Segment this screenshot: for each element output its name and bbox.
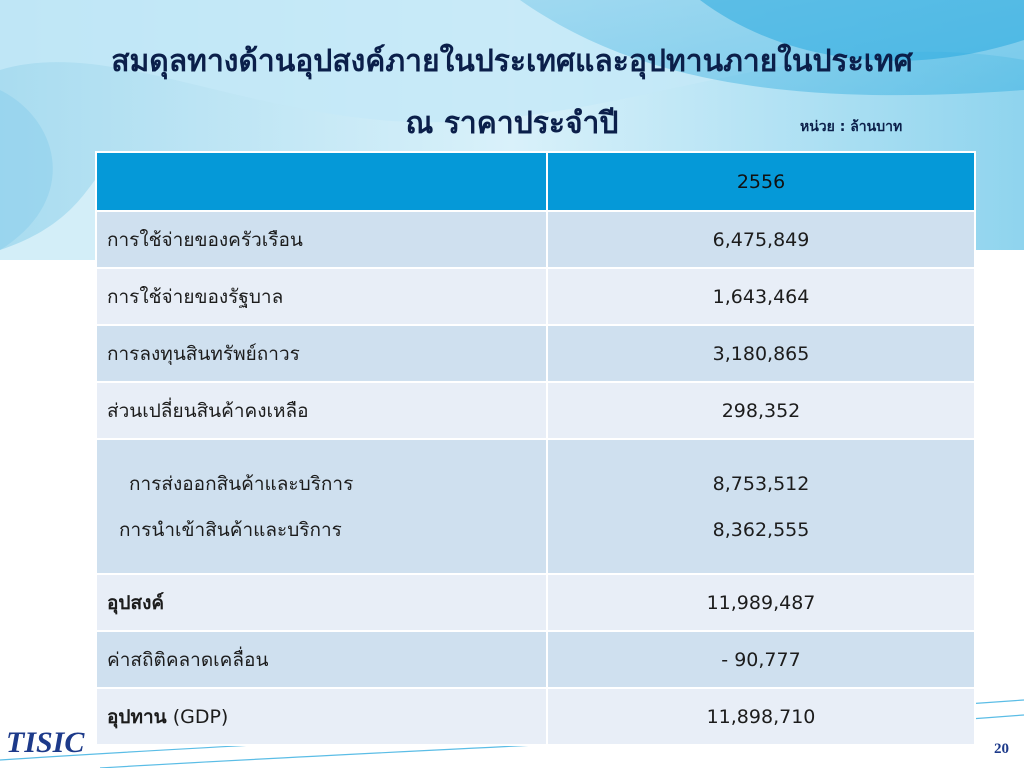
row-label: การลงทุนสินทรัพย์ถาวร: [95, 324, 548, 383]
row-value: 11,989,487: [546, 573, 976, 632]
imports-value: 8,362,555: [712, 518, 810, 541]
table-header-row: 2556: [95, 151, 976, 212]
row-value: 11,898,710: [546, 687, 976, 746]
table-row: การใช้จ่ายของรัฐบาล 1,643,464: [95, 267, 976, 326]
row-label: อุปทาน: [107, 705, 167, 728]
page-title: สมดุลทางด้านอุปสงค์ภายในประเทศและอุปทานภ…: [111, 44, 913, 79]
unit-label: หน่วย : ล้านบาท: [800, 119, 903, 135]
row-label: ส่วนเปลี่ยนสินค้าคงเหลือ: [95, 381, 548, 440]
trade-labels-cell: การส่งออกสินค้าและบริการ การนำเข้าสินค้า…: [95, 438, 548, 575]
row-label: ค่าสถิติคลาดเคลื่อน: [95, 630, 548, 689]
row-value: 6,475,849: [546, 210, 976, 269]
table-row: ส่วนเปลี่ยนสินค้าคงเหลือ 298,352: [95, 381, 976, 440]
row-label: การใช้จ่ายของครัวเรือน: [95, 210, 548, 269]
row-value: 1,643,464: [546, 267, 976, 326]
table-row-trade: การส่งออกสินค้าและบริการ การนำเข้าสินค้า…: [95, 438, 976, 575]
exports-label: การส่งออกสินค้าและบริการ: [129, 472, 354, 495]
row-label: การใช้จ่ายของรัฐบาล: [95, 267, 548, 326]
row-label: อุปสงค์: [95, 573, 548, 632]
exports-value: 8,753,512: [712, 472, 810, 495]
tisic-logo: TISIC: [6, 726, 85, 759]
table-row-demand: อุปสงค์ 11,989,487: [95, 573, 976, 632]
page-number: 20: [994, 741, 1009, 757]
row-value: - 90,777: [546, 630, 976, 689]
row-label-suffix: (GDP): [166, 705, 229, 728]
table-row: การลงทุนสินทรัพย์ถาวร 3,180,865: [95, 324, 976, 383]
page-subtitle: ณ ราคาประจำปี: [405, 106, 619, 141]
balance-table: 2556 การใช้จ่ายของครัวเรือน 6,475,849 กา…: [95, 151, 976, 746]
table-row: การใช้จ่ายของครัวเรือน 6,475,849: [95, 210, 976, 269]
imports-label: การนำเข้าสินค้าและบริการ: [119, 518, 342, 541]
table-row: ค่าสถิติคลาดเคลื่อน - 90,777: [95, 630, 976, 689]
supply-label-cell: อุปทาน (GDP): [95, 687, 548, 746]
header-year-cell: 2556: [546, 151, 976, 212]
table-row-supply: อุปทาน (GDP) 11,898,710: [95, 687, 976, 746]
row-value: 3,180,865: [546, 324, 976, 383]
trade-values-cell: 8,753,512 8,362,555: [546, 438, 976, 575]
header-label-cell: [95, 151, 548, 212]
row-value: 298,352: [546, 381, 976, 440]
